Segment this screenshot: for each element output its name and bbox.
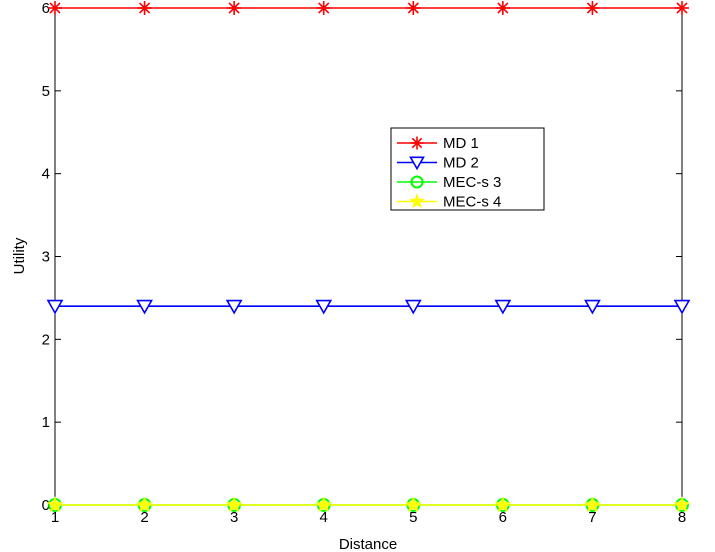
data-point (136, 299, 153, 315)
data-point (675, 1, 689, 15)
legend-item: MD 2 (397, 155, 479, 172)
data-point (404, 299, 422, 315)
legend-label: MD 1 (443, 135, 479, 152)
x-axis-label: Distance (339, 536, 397, 552)
legend-marker (409, 193, 425, 209)
x-tick-label: 2 (140, 509, 148, 526)
series-4 (46, 496, 691, 513)
data-point (227, 1, 242, 15)
plot-area (54, 7, 683, 506)
data-point (46, 299, 64, 315)
marker-stroke (228, 2, 240, 14)
x-tick-label: 8 (678, 509, 686, 526)
y-tick-label: 4 (42, 166, 50, 183)
y-tick-label: 5 (42, 83, 50, 100)
y-tick-label: 0 (42, 497, 50, 514)
marker-stroke (138, 2, 151, 14)
series-2 (46, 299, 691, 315)
legend-item: MEC-s 3 (397, 174, 501, 191)
marker-stroke (318, 2, 330, 14)
marker-stroke (411, 137, 423, 149)
x-tick-label: 7 (588, 509, 596, 526)
data-point (137, 1, 152, 15)
marker-stroke (586, 2, 599, 14)
legend: MD 1 MD 2 MEC-s 3 MEC-s 4 (390, 127, 545, 211)
data-point (46, 496, 64, 513)
data-point (585, 1, 600, 15)
data-point (48, 1, 62, 15)
data-point (494, 496, 512, 513)
marker-stroke (676, 2, 688, 14)
legend-marker (409, 156, 425, 171)
data-point (315, 496, 333, 513)
y-tick-label: 6 (42, 0, 50, 17)
data-point (495, 1, 510, 15)
x-tick-label: 6 (499, 509, 507, 526)
data-point (316, 1, 331, 15)
marker-stroke (49, 2, 61, 14)
legend-label: MD 2 (443, 155, 479, 172)
data-point (673, 299, 691, 315)
legend-item: MD 1 (397, 135, 479, 152)
legend-marker (410, 175, 424, 189)
series-layer (46, 1, 691, 513)
y-tick-label: 3 (42, 249, 50, 266)
data-point (225, 299, 243, 315)
legend-item: MEC-s 4 (397, 193, 501, 211)
x-tick-label: 5 (409, 509, 417, 526)
data-point (225, 496, 243, 513)
y-tick-label: 2 (42, 331, 50, 348)
x-tick-label: 4 (320, 509, 328, 526)
legend-marker (410, 136, 424, 150)
legend-label: MEC-s 3 (443, 174, 501, 191)
data-point (406, 1, 421, 15)
data-point (404, 496, 422, 513)
y-axis-label: Utility (11, 237, 28, 274)
series-1 (48, 1, 689, 15)
marker-stroke (497, 2, 509, 14)
data-point (584, 496, 601, 513)
legend-label: MEC-s 4 (443, 194, 501, 211)
data-point (136, 496, 153, 513)
marker-stroke (407, 2, 419, 14)
data-point (673, 496, 691, 513)
y-tick-label: 1 (42, 414, 50, 431)
data-point (315, 299, 333, 315)
x-tick-label: 1 (51, 509, 59, 526)
x-tick-label: 3 (230, 509, 238, 526)
data-point (494, 299, 512, 315)
data-point (584, 299, 601, 315)
